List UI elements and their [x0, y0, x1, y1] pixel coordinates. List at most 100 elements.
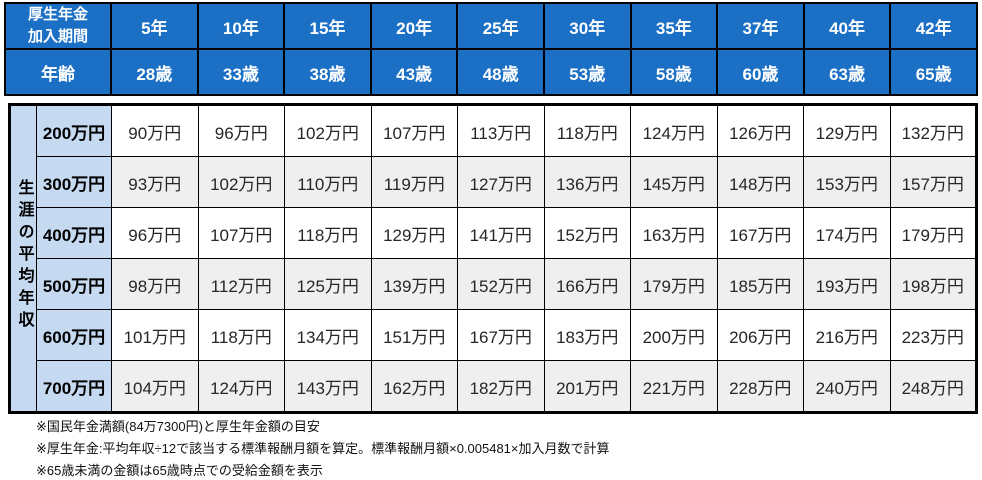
- age-header-row: 年齢 28歳 33歳 38歳 43歳 48歳 53歳 58歳 60歳 63歳 65歳: [4, 48, 978, 96]
- pension-value-cell: 129万円: [803, 104, 891, 157]
- footnotes: ※国民年金満額(84万7300円)と厚生年金額の目安 ※厚生年金:平均年収÷12…: [36, 416, 610, 480]
- age-header: 63歳: [802, 48, 892, 96]
- table-row: 600万円 101万円 118万円 134万円 151万円 167万円 183万円 200万円…: [10, 309, 977, 361]
- pension-value-cell: 148万円: [716, 156, 804, 208]
- age-header: 28歳: [110, 48, 199, 96]
- age-header: 38歳: [283, 48, 372, 96]
- pension-value-cell: 151万円: [370, 309, 458, 361]
- pension-value-cell: 221万円: [630, 360, 718, 413]
- period-header: 10年: [196, 2, 286, 50]
- pension-value-cell: 127万円: [457, 156, 545, 208]
- pension-value-cell: 132万円: [889, 104, 977, 157]
- period-header: 25年: [456, 2, 545, 50]
- pension-value-cell: 93万円: [111, 156, 199, 208]
- header-table: 厚生年金 加入期間 5年 10年 15年 20年 25年 30年 35年 37年 40年 42年 …: [4, 2, 978, 96]
- pension-value-cell: 124万円: [197, 360, 285, 413]
- pension-value-cell: 113万円: [457, 104, 545, 157]
- age-header: 65歳: [889, 48, 978, 96]
- pension-value-cell: 134万円: [284, 309, 372, 361]
- pension-value-cell: 193万円: [803, 258, 891, 310]
- period-header: 30年: [542, 2, 632, 50]
- pension-value-cell: 152万円: [543, 207, 631, 259]
- pension-value-cell: 101万円: [111, 309, 199, 361]
- table-row: 生涯の平均年収 200万円 90万円 96万円 102万円 107万円 113万円 118万円…: [9, 104, 977, 413]
- pension-value-cell: 163万円: [630, 207, 718, 259]
- corner-label-line1: 厚生年金: [27, 6, 88, 24]
- row-axis-label: 生涯の平均年収: [15, 179, 33, 333]
- period-header-row: 厚生年金 加入期間 5年 10年 15年 20年 25年 30年 35年 37年 40年 42年: [4, 2, 978, 50]
- age-header: 33歳: [196, 48, 286, 96]
- period-header: 37年: [716, 2, 805, 50]
- period-header: 42年: [889, 2, 978, 50]
- pension-value-cell: 179万円: [889, 207, 977, 259]
- pension-value-cell: 107万円: [370, 104, 458, 157]
- age-axis-label: 年齢: [4, 48, 112, 96]
- pension-value-cell: 216万円: [803, 309, 891, 361]
- pension-value-cell: 153万円: [803, 156, 891, 208]
- pension-value-cell: 206万円: [716, 309, 804, 361]
- age-header: 53歳: [542, 48, 632, 96]
- age-header: 58歳: [629, 48, 719, 96]
- pension-value-cell: 110万円: [284, 156, 372, 208]
- pension-value-cell: 98万円: [111, 258, 199, 310]
- pension-value-cell: 102万円: [284, 104, 372, 157]
- pension-value-cell: 107万円: [197, 207, 285, 259]
- pension-value-cell: 129万円: [370, 207, 458, 259]
- pension-value-cell: 145万円: [630, 156, 718, 208]
- footnote-3: ※65歳未満の金額は65歳時点での受給金額を表示: [36, 463, 323, 478]
- pension-value-cell: 118万円: [284, 207, 372, 259]
- pension-value-cell: 167万円: [457, 309, 545, 361]
- pension-value-cell: 136万円: [543, 156, 631, 208]
- pension-value-cell: 126万円: [716, 104, 804, 157]
- pension-value-cell: 228万円: [716, 360, 804, 413]
- pension-value-cell: 96万円: [111, 207, 199, 259]
- pension-value-cell: 198万円: [889, 258, 977, 310]
- table-row: 500万円 98万円 112万円 125万円 139万円 152万円 166万円 179万円 1…: [10, 258, 977, 310]
- income-row-header: 200万円: [36, 104, 112, 157]
- income-row-header: 600万円: [36, 309, 112, 361]
- pension-value-cell: 179万円: [630, 258, 718, 310]
- pension-body-table: 生涯の平均年収 200万円 90万円 96万円 102万円 107万円 113万円 118万円…: [8, 103, 978, 414]
- corner-label-line2: 加入期間: [27, 28, 88, 45]
- period-header: 35年: [629, 2, 719, 50]
- pension-value-cell: 124万円: [630, 104, 718, 157]
- income-row-header: 300万円: [36, 156, 112, 208]
- period-header: 20年: [369, 2, 459, 50]
- pension-value-cell: 183万円: [543, 309, 631, 361]
- pension-value-cell: 185万円: [716, 258, 804, 310]
- pension-value-cell: 201万円: [543, 360, 631, 413]
- pension-value-cell: 157万円: [889, 156, 977, 208]
- pension-value-cell: 248万円: [889, 360, 977, 413]
- pension-value-cell: 223万円: [889, 309, 977, 361]
- footnote-1: ※国民年金満額(84万7300円)と厚生年金額の目安: [36, 419, 320, 434]
- pension-value-cell: 118万円: [543, 104, 631, 157]
- pension-value-cell: 112万円: [197, 258, 285, 310]
- pension-value-cell: 141万円: [457, 207, 545, 259]
- pension-value-cell: 200万円: [630, 309, 718, 361]
- pension-value-cell: 162万円: [370, 360, 458, 413]
- period-header: 15年: [283, 2, 372, 50]
- pension-value-cell: 167万円: [716, 207, 804, 259]
- corner-label-enrollment-period: 厚生年金 加入期間: [4, 2, 112, 50]
- age-header: 60歳: [716, 48, 805, 96]
- income-row-header: 400万円: [36, 207, 112, 259]
- table-row: 400万円 96万円 107万円 118万円 129万円 141万円 152万円 163万円 1…: [10, 207, 977, 259]
- pension-value-cell: 96万円: [197, 104, 285, 157]
- pension-value-cell: 174万円: [803, 207, 891, 259]
- pension-value-cell: 125万円: [284, 258, 372, 310]
- pension-value-cell: 152万円: [457, 258, 545, 310]
- pension-value-cell: 104万円: [111, 360, 199, 413]
- period-header: 5年: [110, 2, 199, 50]
- row-axis-cell: 生涯の平均年収: [9, 104, 37, 413]
- income-row-header: 500万円: [36, 258, 112, 310]
- age-header: 48歳: [456, 48, 545, 96]
- pension-value-cell: 182万円: [457, 360, 545, 413]
- pension-value-cell: 119万円: [370, 156, 458, 208]
- pension-value-cell: 102万円: [197, 156, 285, 208]
- pension-value-cell: 143万円: [284, 360, 372, 413]
- table-row: 700万円 104万円 124万円 143万円 162万円 182万円 201万円 221万円…: [10, 360, 977, 413]
- pension-value-cell: 118万円: [197, 309, 285, 361]
- pension-value-cell: 240万円: [803, 360, 891, 413]
- age-header: 43歳: [369, 48, 459, 96]
